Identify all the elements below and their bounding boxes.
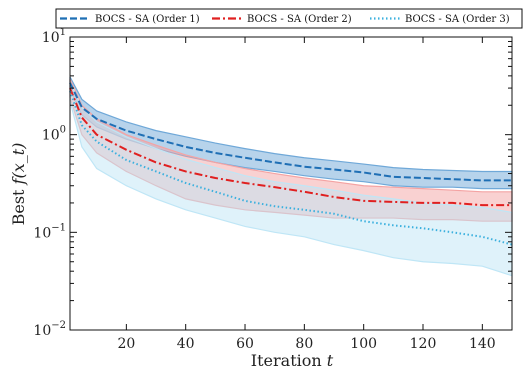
y-tick-label: 10−1 [33,222,66,241]
y-tick-label: 10−2 [33,320,66,339]
y-tick-label: 100 [42,125,66,144]
series-lines [69,82,513,246]
legend-label-order-1: BOCS - SA (Order 1) [95,14,200,25]
line-order-3 [69,90,513,246]
legend-label-order-2: BOCS - SA (Order 2) [247,14,352,25]
y-tick-label: 101 [42,27,66,46]
x-tick-label: 80 [295,336,313,352]
line-order-2 [69,87,512,207]
legend-frame [55,8,523,29]
x-tick-label: 140 [469,336,496,352]
y-axis-title-text: Best [9,184,28,225]
plot-frame [69,36,513,331]
x-tick-label: 40 [177,336,195,352]
x-tick-label: 20 [117,336,135,352]
legend: BOCS - SA (Order 1) BOCS - SA (Order 2) … [55,8,523,29]
legend-label-order-3: BOCS - SA (Order 3) [405,14,510,25]
x-axis-title: Iteration t [251,351,334,370]
axes: 20 40 60 80 100 120 140 10−2 10−1 100 101 [33,27,513,352]
x-tick-label: 120 [410,336,437,352]
x-tick-label: 100 [350,336,377,352]
x-tick-label: 60 [236,336,254,352]
confidence-bands [69,76,513,277]
x-axis-title-text: Iteration [251,351,327,370]
y-axis-title: Best f(x_t) [9,143,28,226]
